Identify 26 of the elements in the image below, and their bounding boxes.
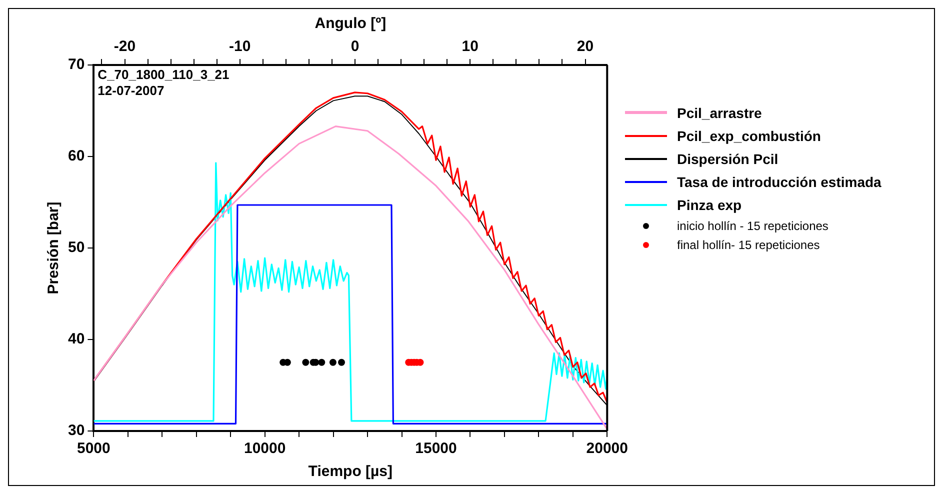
legend-label: inicio hollín - 15 repeticiones: [677, 218, 828, 232]
x2-tick-label: 0: [350, 38, 360, 56]
x-tick-label: 5000: [76, 440, 110, 458]
x2-tick-label: -10: [229, 38, 251, 56]
x-axis-title: Tiempo [µs]: [308, 463, 393, 480]
annotation: 12-07-2007: [98, 83, 164, 98]
annotation: C_70_1800_110_3_21: [98, 67, 230, 82]
legend-label: Pcil_arrastre: [677, 104, 762, 120]
y-tick-label: 30: [68, 422, 85, 440]
x-tick-label: 20000: [586, 440, 628, 458]
x2-tick-label: 20: [576, 38, 594, 56]
legend-label: Tasa de introducción estimada: [677, 174, 882, 190]
x2-tick-label: 10: [462, 38, 478, 56]
x2-tick-label: -20: [114, 38, 136, 56]
legend-label: final hollín- 15 repeticiones: [677, 238, 820, 252]
x-tick-label: 10000: [244, 440, 286, 458]
legend-label: Pcil_exp_combustión: [677, 128, 821, 144]
x2-axis-title: Angulo [º]: [314, 15, 386, 32]
y-tick-label: 70: [68, 56, 85, 74]
y-tick-label: 40: [68, 330, 85, 348]
y-axis-title: Presión [bar]: [45, 202, 62, 294]
legend-label: Dispersión Pcil: [677, 150, 778, 166]
y-tick-label: 60: [68, 148, 85, 165]
x-tick-label: 15000: [415, 440, 457, 458]
legend-label: Pinza exp: [677, 196, 742, 212]
y-tick-label: 50: [68, 239, 85, 256]
